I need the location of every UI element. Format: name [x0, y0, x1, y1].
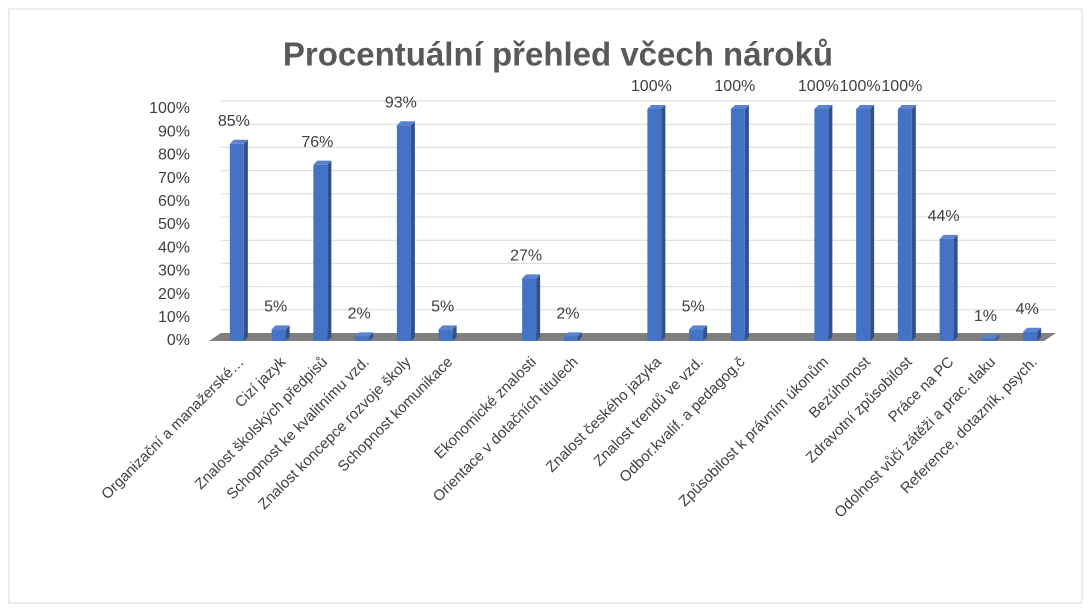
data-label: 5% [431, 299, 454, 316]
bar [355, 336, 370, 341]
data-label: 2% [348, 306, 371, 323]
bar [981, 338, 996, 341]
y-tick-label: 60% [158, 193, 190, 210]
data-label: 100% [714, 78, 755, 95]
bar-side [577, 332, 582, 341]
bar-top [897, 105, 916, 109]
y-tick-label: 40% [158, 239, 190, 256]
data-label: 27% [510, 248, 542, 265]
bar [438, 329, 453, 341]
bar [229, 143, 244, 341]
y-tick-label: 80% [158, 147, 190, 164]
bar-top [981, 334, 1000, 339]
bar-side [327, 160, 332, 341]
chart-frame [8, 8, 1083, 604]
y-tick-label: 100% [149, 100, 190, 117]
bar-side [410, 121, 415, 342]
bar [271, 329, 286, 341]
bar [897, 109, 912, 341]
data-label: 100% [840, 78, 881, 95]
bar-top [939, 234, 958, 239]
bar [396, 125, 411, 342]
bar [1023, 331, 1038, 341]
bar [939, 238, 954, 341]
bar-side [870, 105, 875, 341]
data-label: 5% [682, 299, 705, 316]
bar [313, 164, 328, 341]
bar-side [953, 234, 958, 341]
bar-top [355, 332, 374, 337]
bar [563, 336, 578, 341]
bar-side [744, 105, 749, 341]
bar [689, 329, 704, 341]
data-label: 76% [301, 134, 333, 151]
bar [730, 109, 745, 341]
y-tick-label: 30% [158, 263, 190, 280]
data-label: 4% [1016, 301, 1039, 318]
bar-side [452, 325, 457, 341]
bar-top [730, 105, 749, 109]
bar-side [995, 334, 1000, 341]
bar-side [703, 325, 708, 341]
data-label: 100% [631, 78, 672, 95]
data-label: 100% [881, 78, 922, 95]
y-tick-label: 10% [158, 309, 190, 326]
chart-title: Procentuální přehled včech nároků [283, 36, 833, 73]
bar-top [1023, 327, 1042, 332]
bar-side [243, 139, 248, 341]
y-tick-label: 50% [158, 216, 190, 233]
bar-top [229, 139, 248, 144]
data-label: 100% [798, 78, 839, 95]
y-tick-label: 20% [158, 286, 190, 303]
data-label: 2% [556, 306, 579, 323]
y-tick-label: 90% [158, 123, 190, 140]
bar-side [285, 325, 290, 341]
bar-top [647, 105, 666, 109]
floor [209, 333, 1056, 341]
bar-side [911, 105, 916, 341]
bar-top [814, 105, 833, 109]
bar-top [438, 325, 457, 330]
bar-top [271, 325, 290, 330]
bar [647, 109, 662, 341]
bar-side [661, 105, 666, 341]
data-label: 44% [928, 208, 960, 225]
bar-side [536, 274, 541, 341]
data-label: 85% [218, 113, 250, 130]
bar-top [522, 274, 541, 279]
bar-side [369, 332, 374, 341]
bar-side [828, 105, 833, 341]
bar-top [856, 105, 875, 109]
bar [522, 278, 537, 341]
bar-top [313, 160, 332, 165]
bar-top [689, 325, 708, 330]
data-label: 93% [385, 94, 417, 111]
bar-side [1037, 327, 1042, 341]
y-tick-label: 0% [167, 332, 190, 349]
data-label: 1% [974, 308, 997, 325]
data-label: 5% [264, 299, 287, 316]
bar-top [396, 121, 415, 126]
bar-top [563, 332, 582, 337]
bar [814, 109, 829, 341]
bar [856, 109, 871, 341]
y-tick-label: 70% [158, 170, 190, 187]
